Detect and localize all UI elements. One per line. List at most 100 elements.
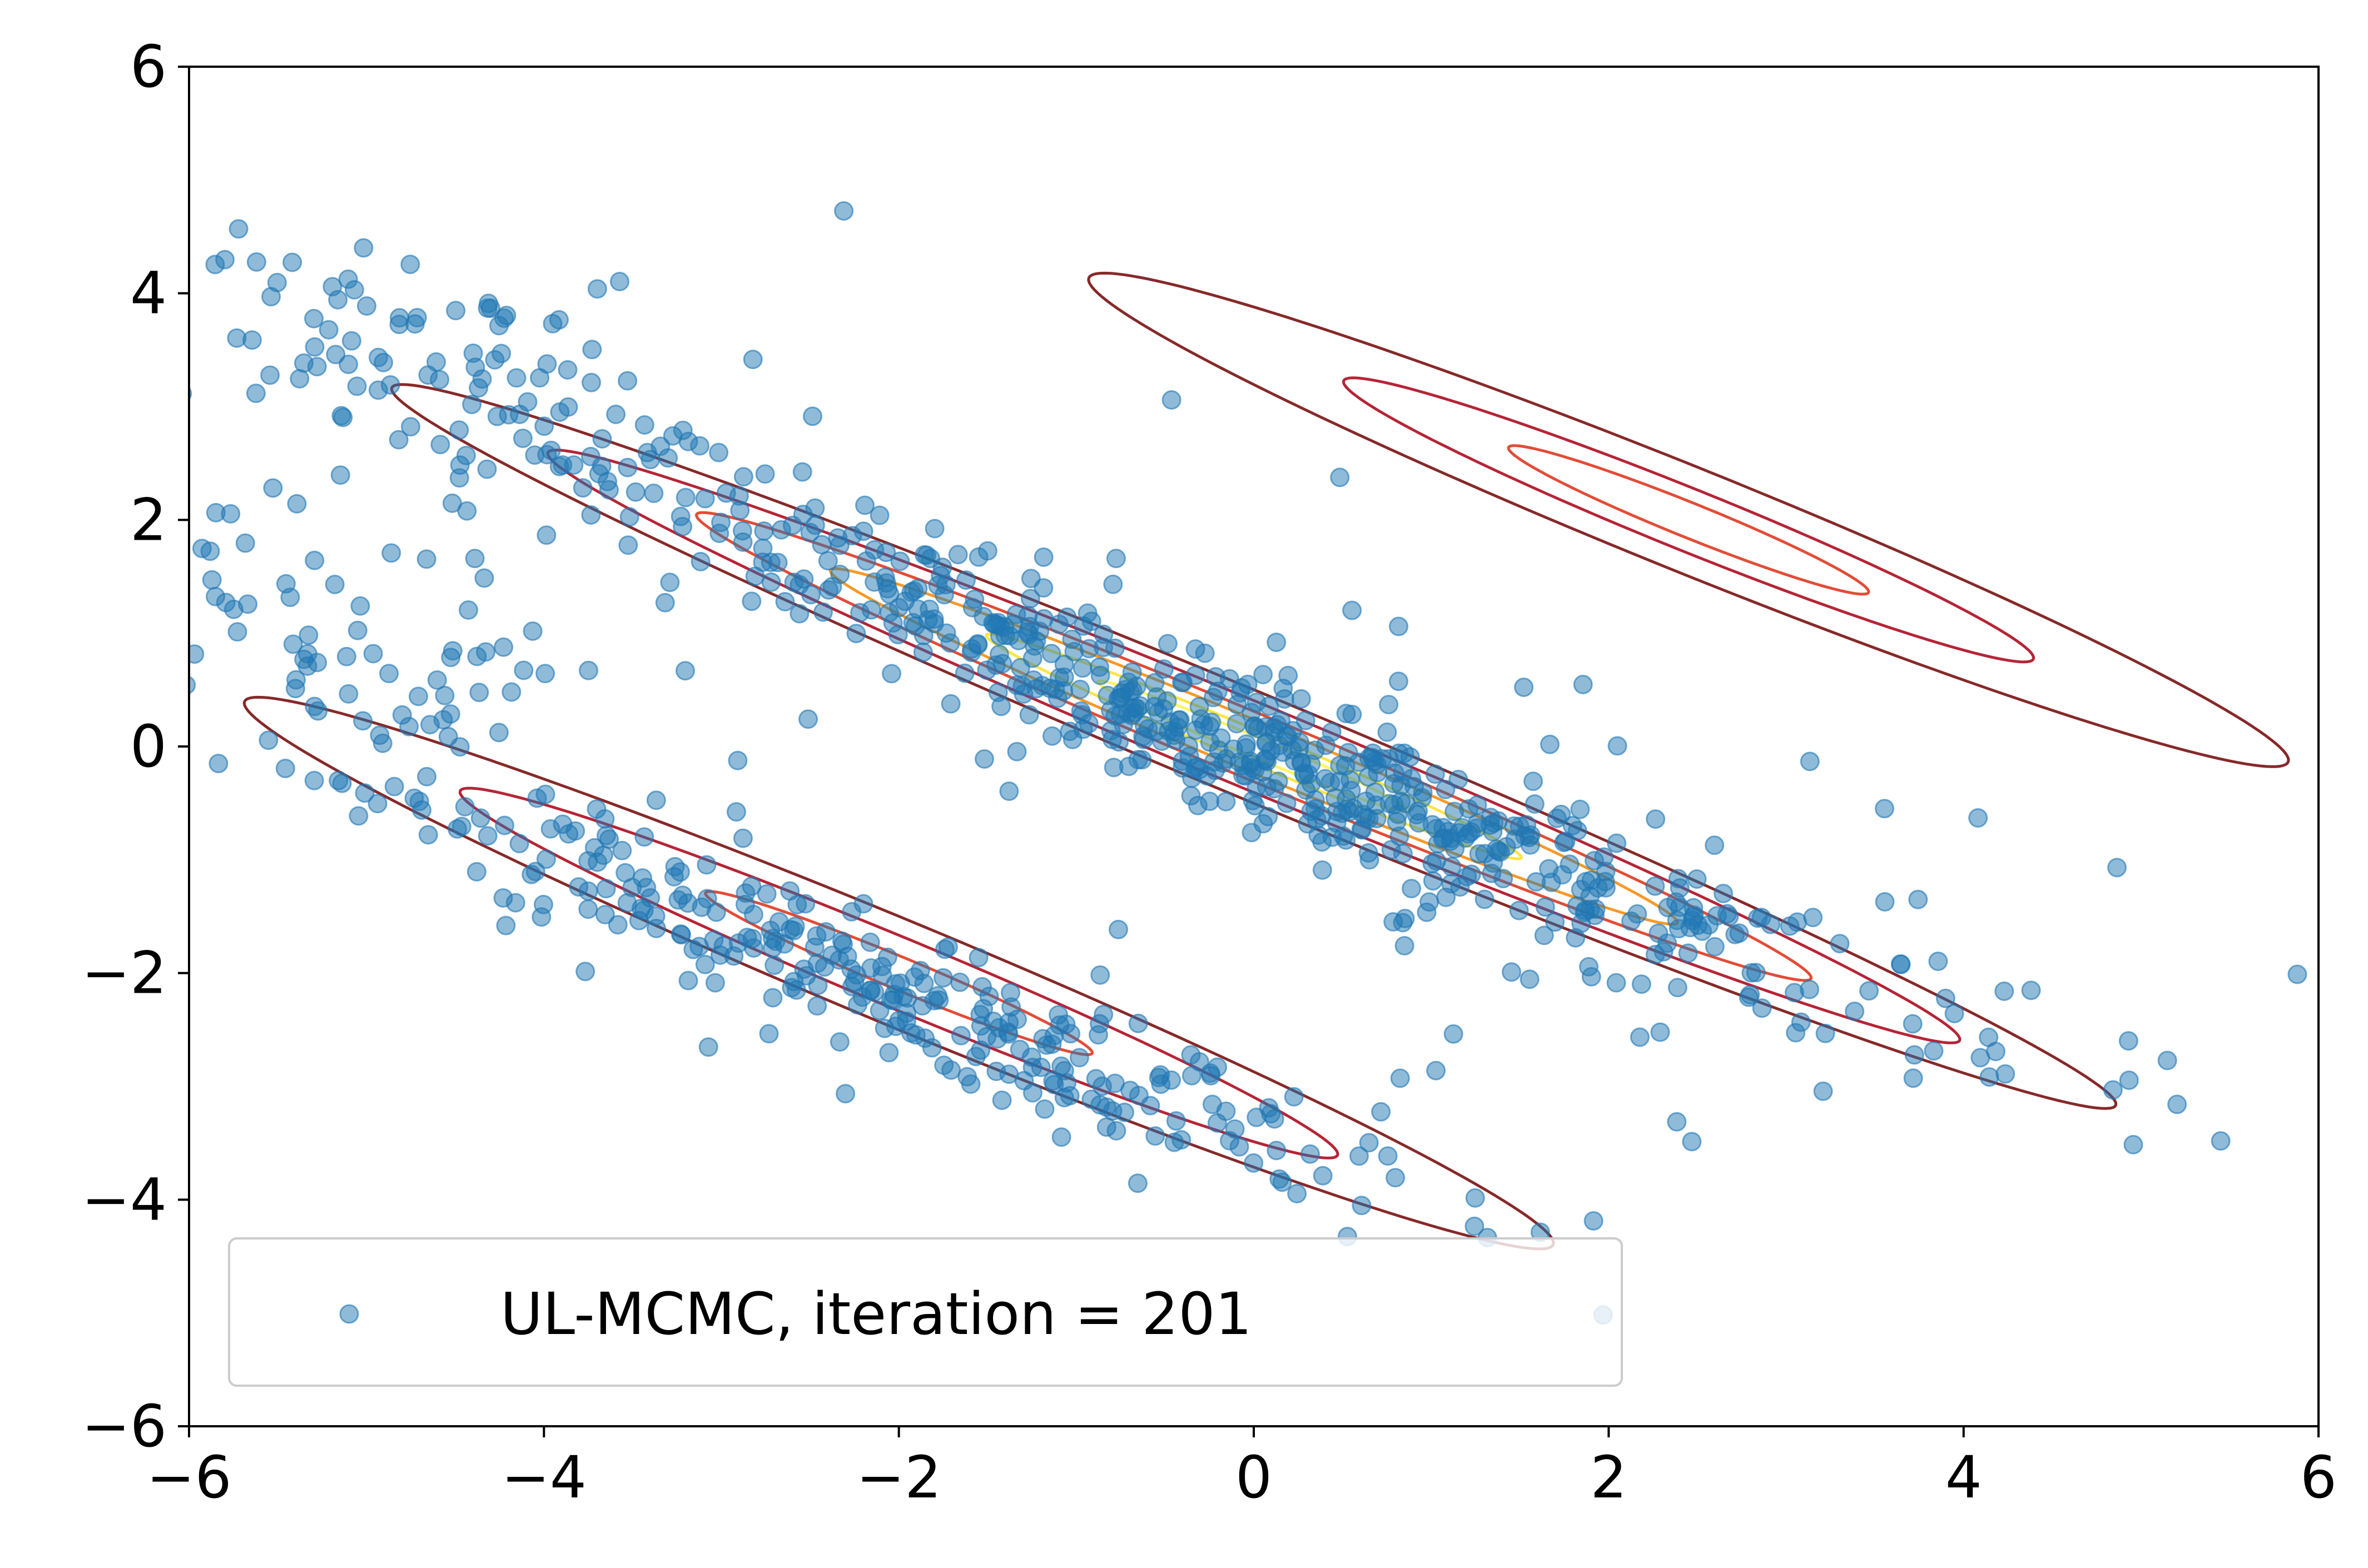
scatter-point — [1014, 1071, 1034, 1091]
scatter-point — [440, 704, 460, 724]
scatter-point — [1815, 1023, 1835, 1043]
scatter-point — [1267, 633, 1287, 653]
scatter-point — [1800, 979, 1819, 999]
scatter-point — [1903, 1068, 1923, 1088]
scatter-point — [934, 968, 953, 988]
scatter-point — [992, 654, 1012, 674]
x-tick-label: 2 — [1590, 1443, 1627, 1511]
scatter-point — [896, 1011, 916, 1031]
scatter-point — [1044, 1026, 1064, 1046]
scatter-point — [1534, 925, 1554, 945]
scatter-point — [1352, 1196, 1372, 1216]
scatter-point — [1379, 794, 1399, 814]
scatter-point — [1240, 751, 1260, 771]
scatter-point — [1386, 1168, 1406, 1188]
scatter-point — [1336, 830, 1356, 850]
y-tick-label: 6 — [130, 33, 167, 101]
scatter-point — [971, 1040, 991, 1060]
scatter-point — [1144, 696, 1164, 716]
scatter-point — [582, 372, 601, 392]
scatter-point — [1409, 813, 1429, 833]
scatter-point — [347, 376, 367, 396]
scatter-point — [728, 750, 748, 770]
scatter-point — [1000, 626, 1020, 646]
scatter-point — [822, 945, 842, 965]
scatter-point — [1509, 900, 1529, 920]
scatter-point — [286, 670, 306, 690]
scatter-point — [525, 445, 545, 465]
scatter-point — [726, 802, 746, 822]
scatter-point — [950, 972, 970, 992]
scatter-point — [474, 568, 494, 588]
scatter-point — [695, 954, 715, 974]
scatter-point — [381, 543, 401, 563]
scatter-point — [870, 505, 890, 525]
scatter-point — [353, 711, 373, 731]
scatter-point — [368, 794, 388, 814]
scatter-point — [215, 250, 235, 270]
scatter-point — [1161, 390, 1181, 410]
scatter-point — [1874, 799, 1894, 819]
scatter-point — [1073, 719, 1093, 739]
scatter-point — [646, 790, 666, 810]
scatter-point — [339, 684, 359, 704]
scatter-point — [1540, 734, 1560, 754]
scatter-point — [1216, 792, 1236, 812]
scatter-point — [875, 568, 895, 588]
scatter-point — [290, 369, 310, 389]
scatter-point — [592, 429, 612, 449]
scatter-point — [2119, 1071, 2139, 1090]
scatter-point — [1606, 973, 1626, 993]
scatter-point — [1140, 1096, 1160, 1116]
scatter-point — [999, 781, 1019, 801]
scatter-point — [1128, 750, 1148, 770]
scatter-point — [518, 392, 538, 412]
scatter-point — [1457, 867, 1477, 887]
scatter-point — [472, 369, 492, 389]
scatter-point — [596, 879, 616, 899]
scatter-point — [152, 364, 170, 381]
scatter-point — [446, 301, 466, 321]
scatter-point — [449, 420, 469, 440]
scatter-point — [612, 840, 632, 860]
scatter-point — [761, 572, 781, 592]
scatter-point — [991, 696, 1011, 716]
scatter-point — [1381, 840, 1401, 860]
scatter-point — [705, 973, 725, 993]
scatter-point — [912, 996, 932, 1016]
scatter-point — [502, 682, 522, 702]
scatter-point — [1034, 547, 1054, 567]
scatter-point — [246, 384, 266, 404]
scatter-point — [1342, 600, 1362, 620]
scatter-point — [1209, 740, 1229, 760]
scatter-point — [792, 462, 812, 482]
scatter-point — [417, 766, 437, 787]
scatter-point — [451, 817, 471, 837]
scatter-point — [882, 664, 901, 684]
legend-box — [228, 1237, 1623, 1387]
scatter-point — [1359, 1133, 1379, 1153]
scatter-point — [975, 749, 994, 769]
scatter-point — [1646, 809, 1666, 829]
scatter-point — [775, 592, 795, 611]
scatter-point — [541, 440, 561, 460]
scatter-point — [1070, 679, 1090, 699]
x-axis: −6 −4 −2 0 2 4 6 — [146, 1426, 2337, 1511]
scatter-point — [1051, 1056, 1071, 1076]
scatter-point — [757, 884, 777, 904]
scatter-point — [813, 602, 833, 622]
scatter-point — [836, 1084, 856, 1104]
scatter-point — [1181, 1045, 1201, 1065]
scatter-point — [287, 494, 307, 514]
scatter-point — [581, 505, 601, 525]
scatter-point — [430, 435, 450, 455]
scatter-point — [1752, 998, 1772, 1018]
scatter-point — [660, 573, 680, 593]
scatter-point — [742, 929, 762, 949]
scatter-point — [1645, 876, 1665, 896]
legend-label: UL-MCMC, iteration = 201 — [500, 1280, 1252, 1348]
scatter-point — [330, 465, 350, 485]
scatter-point — [1237, 734, 1256, 754]
scatter-point — [697, 889, 717, 909]
scatter-point — [2103, 1080, 2123, 1100]
